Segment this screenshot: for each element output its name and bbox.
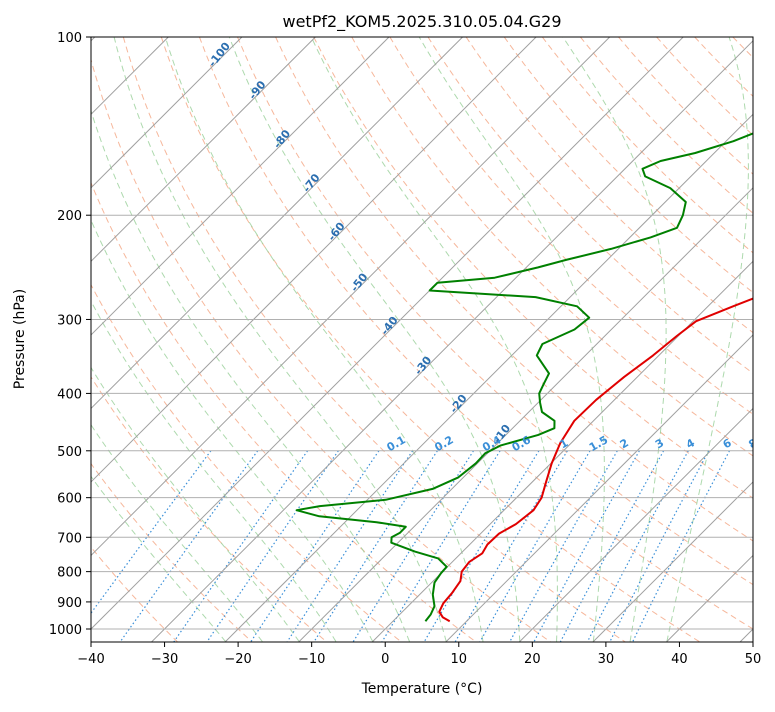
isotherm-line xyxy=(434,37,775,654)
moist-adiabat-line xyxy=(0,37,262,642)
plot-frame xyxy=(91,37,753,642)
x-tick-label: 0 xyxy=(381,652,389,667)
mixing-ratio-line xyxy=(346,451,474,654)
dry-adiabat-line xyxy=(0,37,341,654)
isotherm-label: -30 xyxy=(412,353,435,377)
x-tick-label: −10 xyxy=(298,652,325,667)
moist-adiabat-line xyxy=(419,37,604,642)
dry-adiabat-line xyxy=(0,37,189,654)
moist-adiabat-line xyxy=(229,37,520,642)
moist-adiabat-line xyxy=(311,37,557,642)
dry-adiabat-line xyxy=(428,37,775,654)
mixing-ratio-line xyxy=(528,451,640,654)
y-tick-label: 300 xyxy=(57,313,82,328)
dry-adiabat-line xyxy=(504,37,775,654)
isotherm-line xyxy=(0,37,463,654)
mixing-ratio-line xyxy=(280,451,413,654)
moist-adiabat-line xyxy=(6,37,336,642)
mixing-ratio-line xyxy=(627,451,730,654)
moist-adiabat-line xyxy=(165,37,483,642)
mixing-ratio-label: 4 xyxy=(684,436,697,451)
x-tick-label: 30 xyxy=(598,652,615,667)
moist-adiabat-line xyxy=(0,37,299,642)
mixing-ratio-label: 2 xyxy=(618,436,631,451)
y-tick-label: 1000 xyxy=(49,623,82,638)
y-tick-label: 200 xyxy=(57,209,82,224)
x-tick-label: 10 xyxy=(451,652,468,667)
y-tick-label: 100 xyxy=(57,31,82,46)
isotherm-label: -40 xyxy=(378,314,401,338)
mixing-ratio-label: 6 xyxy=(721,436,734,451)
isotherm-label: -80 xyxy=(271,127,294,151)
mixing-ratio-label: 1 xyxy=(557,436,570,451)
x-axis-label: Temperature (°C) xyxy=(361,681,483,697)
isotherm-label: -20 xyxy=(447,392,470,416)
isotherm-line xyxy=(581,37,775,654)
isotherm-line xyxy=(0,37,389,654)
x-tick-label: 20 xyxy=(524,652,541,667)
moist-adiabat-line xyxy=(37,37,373,642)
dry-adiabat-line xyxy=(0,37,265,654)
isotherm-line xyxy=(361,37,775,654)
dry-adiabat-line xyxy=(733,37,775,654)
x-tick-label: −30 xyxy=(151,652,178,667)
mixing-ratio-line xyxy=(604,451,709,654)
y-tick-label: 800 xyxy=(57,566,82,581)
dry-adiabat-line xyxy=(314,37,775,654)
mixing-ratio-line xyxy=(243,451,379,654)
dry-adiabat-line xyxy=(542,37,775,654)
dry-adiabat-line xyxy=(123,37,643,654)
x-tick-label: 50 xyxy=(745,652,762,667)
y-tick-label: 900 xyxy=(57,596,82,611)
moist-adiabat-line xyxy=(72,37,409,642)
isotherm-line xyxy=(214,37,775,654)
isotherm-line xyxy=(287,37,775,654)
y-axis-label: Pressure (hPa) xyxy=(12,289,28,389)
moist-adiabat-line xyxy=(114,37,446,642)
dry-adiabat-line xyxy=(352,37,775,654)
mixing-ratio-label: 10 xyxy=(771,434,775,453)
dewpoint-curve xyxy=(297,37,775,621)
x-tick-label: −40 xyxy=(77,652,104,667)
isotherm-label: -50 xyxy=(348,270,371,294)
chart-title: wetPf2_KOM5.2025.310.05.04.G29 xyxy=(282,12,561,32)
isotherm-label: -60 xyxy=(325,220,348,244)
moist-adiabat-line xyxy=(563,37,666,642)
y-tick-label: 400 xyxy=(57,387,82,402)
dry-adiabat-line xyxy=(695,37,775,654)
isotherm-line xyxy=(0,37,536,654)
temperature-curve xyxy=(439,37,775,621)
mixing-ratio-line xyxy=(375,451,500,654)
isotherm-label: -90 xyxy=(246,78,269,102)
dry-adiabat-line xyxy=(771,37,775,654)
mixing-ratio-line xyxy=(474,451,591,654)
isotherm-line xyxy=(655,37,775,654)
mixing-ratio-line xyxy=(503,451,617,654)
isotherm-line xyxy=(0,37,242,654)
dry-adiabat-line xyxy=(9,37,416,654)
dry-adiabat-line xyxy=(47,37,492,654)
dry-adiabat-line xyxy=(580,37,775,654)
mixing-ratio-label: 3 xyxy=(653,436,666,451)
dry-adiabat-line xyxy=(619,37,775,654)
dry-adiabat-line xyxy=(276,37,775,654)
y-tick-label: 700 xyxy=(57,531,82,546)
isotherm-label: -70 xyxy=(300,171,323,195)
y-tick-label: 500 xyxy=(57,445,82,460)
x-tick-label: 40 xyxy=(671,652,688,667)
isotherm-label: -100 xyxy=(206,40,233,70)
isotherm-line xyxy=(508,37,775,654)
x-tick-label: −20 xyxy=(224,652,251,667)
isotherm-line xyxy=(729,37,775,654)
y-tick-label: 600 xyxy=(57,492,82,507)
